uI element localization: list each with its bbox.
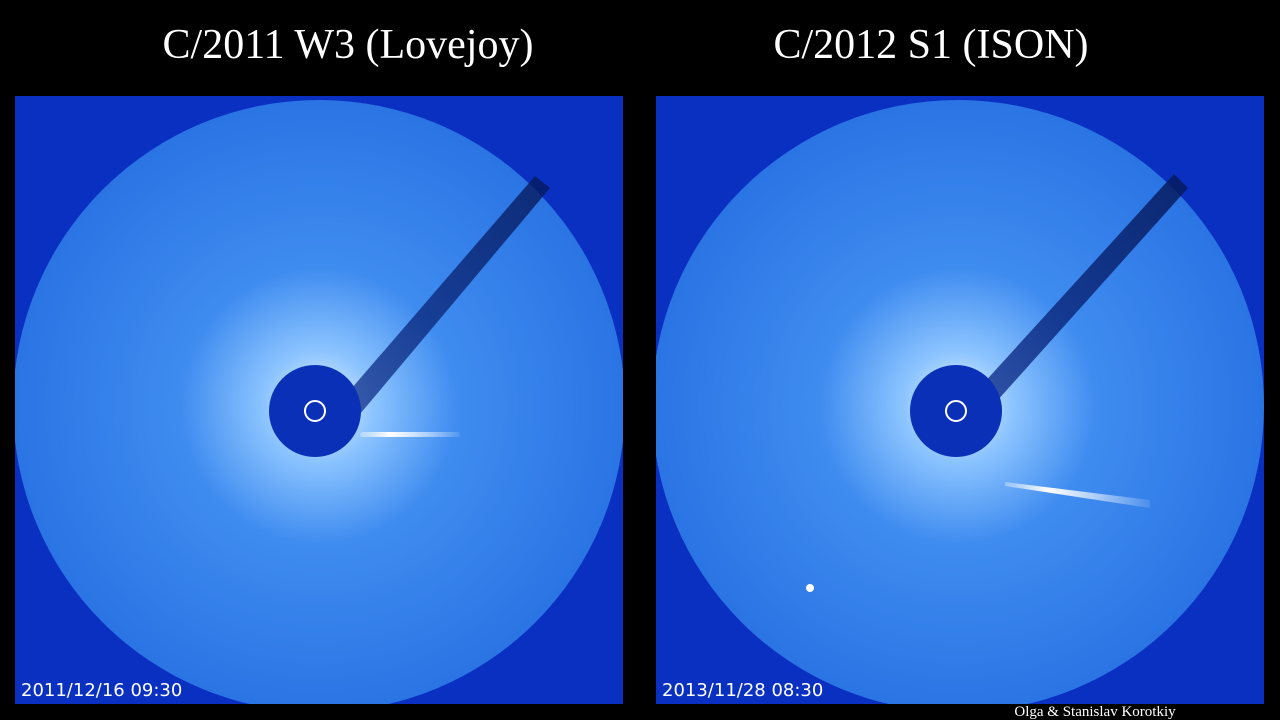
credit: Olga & Stanislav Korotkiy	[1014, 704, 1176, 720]
comet	[1005, 482, 1150, 508]
planet	[806, 584, 814, 592]
occulter	[910, 365, 1002, 457]
panel-title: C/2011 W3 (Lovejoy)	[163, 22, 534, 68]
pylon-shadow	[981, 174, 1188, 402]
panel-title: C/2012 S1 (ISON)	[773, 22, 1088, 68]
sun-marker	[945, 400, 967, 422]
comet	[360, 432, 460, 437]
coronagraph-image: 2013/11/28 08:30	[656, 96, 1264, 704]
timestamp: 2013/11/28 08:30	[662, 680, 823, 701]
occulter	[269, 365, 361, 457]
timestamp: 2011/12/16 09:30	[21, 680, 182, 701]
sun-marker	[304, 400, 326, 422]
coronagraph-image: 2011/12/16 09:30	[15, 96, 623, 704]
pylon-shadow	[345, 176, 550, 414]
